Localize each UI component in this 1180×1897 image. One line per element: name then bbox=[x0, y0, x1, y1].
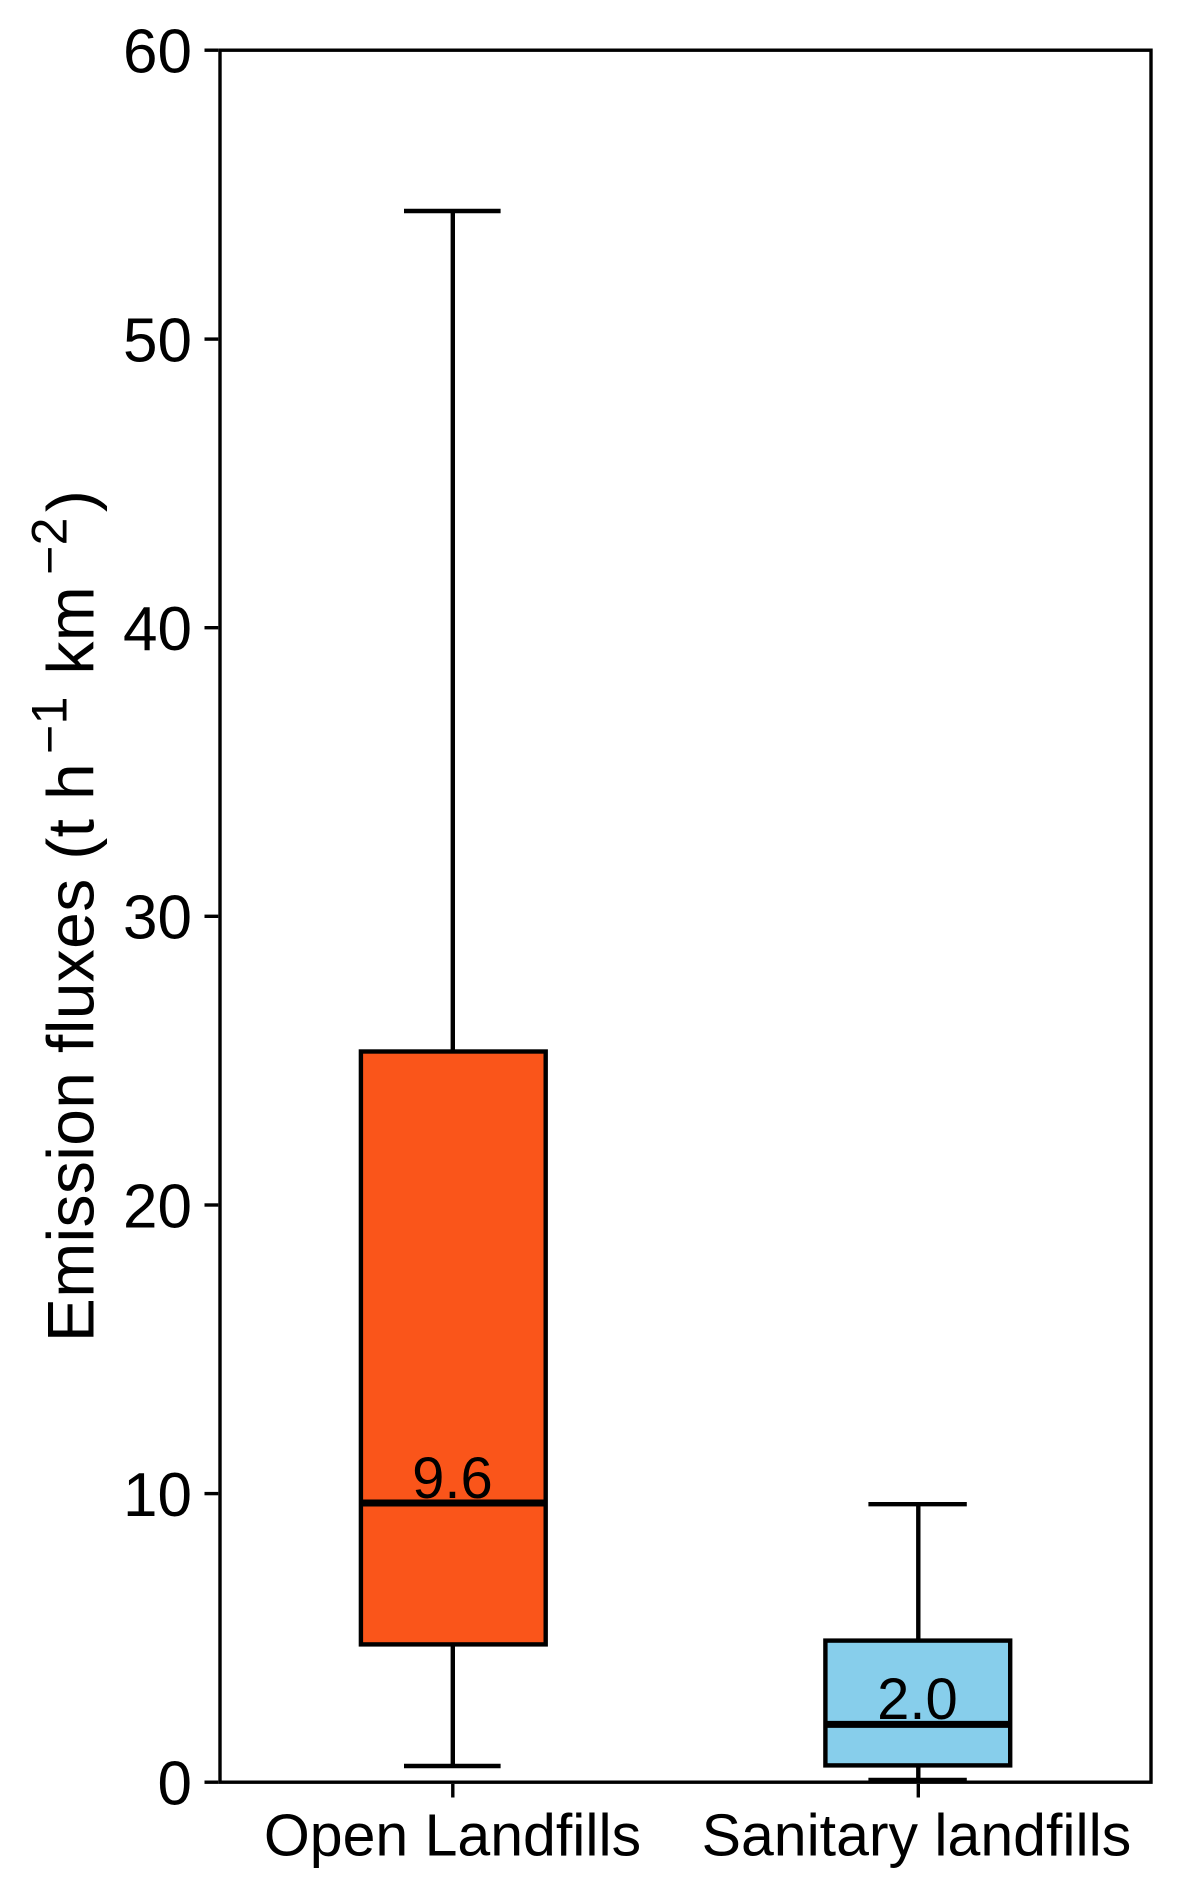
svg-text:40: 40 bbox=[123, 595, 192, 664]
svg-text:10: 10 bbox=[123, 1461, 192, 1530]
svg-text:20: 20 bbox=[123, 1172, 192, 1241]
svg-text:50: 50 bbox=[123, 307, 192, 376]
svg-text:60: 60 bbox=[123, 18, 192, 87]
svg-text:9.6: 9.6 bbox=[412, 1446, 493, 1511]
svg-text:Sanitary landfills: Sanitary landfills bbox=[702, 1803, 1132, 1869]
svg-text:30: 30 bbox=[123, 884, 192, 953]
svg-text:0: 0 bbox=[158, 1750, 192, 1819]
svg-text:Emission fluxes (t h−1 km−2): Emission fluxes (t h−1 km−2) bbox=[22, 490, 108, 1342]
svg-text:Open Landfills: Open Landfills bbox=[264, 1803, 641, 1869]
svg-text:2.0: 2.0 bbox=[877, 1667, 958, 1732]
